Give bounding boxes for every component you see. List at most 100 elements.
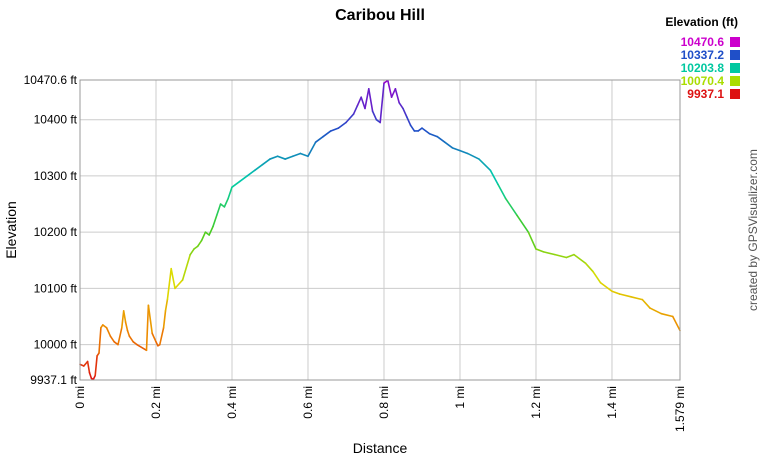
plot-frame [79,79,681,381]
elevation-segment [162,310,167,329]
legend-label: 10337.2 [681,48,725,62]
elevation-segment [147,304,153,335]
elevation-line [79,79,681,381]
elevation-segment [421,127,431,135]
elevation-segment [122,310,127,323]
elevation-segment [409,124,416,132]
elevation-segment [367,87,374,113]
elevation-segment [356,96,362,107]
elevation-segment [94,355,98,377]
legend: Elevation (ft) 10470.610337.210203.81007… [665,15,740,101]
elevation-segment [478,158,492,172]
elevation-segment [443,141,454,149]
elevation-segment [231,180,241,188]
elevation-segment [565,253,575,259]
elevation-segment [459,149,469,155]
elevation-segment [599,281,613,293]
elevation-segment [212,214,218,228]
elevation-segment [386,79,393,99]
x-tick-label: 1 mi [453,386,467,409]
elevation-segment [649,307,663,315]
elevation-segment [128,335,134,343]
elevation-segment [592,270,602,284]
elevation-segment [200,231,207,242]
elevation-segment [542,251,556,256]
elevation-segment [227,186,233,200]
elevation-segment [126,329,131,337]
x-tick-label: 0 mi [73,386,87,409]
y-tick-label: 9937.1 ft [30,373,77,387]
credit-text: created by GPSVisualizer.com [746,149,760,311]
elevation-segment [611,290,621,295]
y-tick-label: 10470.6 ft [24,73,78,87]
x-tick-label: 1.4 mi [605,386,619,419]
y-tick-labels: 9937.1 ft 10000 ft 10100 ft 10200 ft 10300 f… [24,73,78,387]
legend-title: Elevation (ft) [665,15,738,29]
elevation-segment [307,141,317,158]
elevation-segment [451,147,461,152]
elevation-segment [535,248,545,253]
elevation-segment [618,293,632,298]
legend-label: 10203.8 [681,61,725,75]
y-axis-label: Elevation [3,201,19,259]
grid-layer [79,79,681,381]
elevation-segment [158,326,165,346]
x-tick-label: 0.4 mi [225,386,239,419]
x-tick-label: 0.6 mi [301,386,315,419]
elevation-segment [246,169,256,177]
elevation-segment [215,203,222,217]
legend-label: 9937.1 [687,87,724,101]
x-tick-label: 0.2 mi [149,386,163,419]
elevation-segment [174,279,184,290]
y-tick-label: 10300 ft [34,169,78,183]
x-tick-label: 1.579 mi [673,386,687,432]
elevation-segment [164,298,169,312]
elevation-segment [181,253,191,281]
elevation-segment [398,102,404,110]
elevation-segment [364,87,370,110]
elevation-segment [352,104,359,115]
x-tick-label: 0.8 mi [377,386,391,419]
elevation-segment [360,96,366,110]
elevation-segment [208,225,214,236]
elevation-segment [489,169,499,186]
elevation-segment [253,163,264,172]
elevation-segment [261,158,271,166]
elevation-segment [345,113,355,124]
y-tick-label: 10400 ft [34,113,78,127]
elevation-segment [390,87,397,99]
elevation-segment [671,315,681,332]
elevation-segment [584,262,594,273]
elevation-segment [554,253,568,259]
elevation-segment [428,132,438,138]
chart-title: Caribou Hill [335,7,425,24]
elevation-segment [151,332,157,343]
elevation-segment [379,82,385,124]
y-tick-label: 10100 ft [34,281,78,295]
elevation-segment [497,183,507,200]
elevation-segment [196,239,203,248]
elevation-segment [291,152,302,158]
elevation-segment [189,248,195,256]
legend-swatch [730,76,740,86]
elevation-segment [136,343,148,352]
elevation-segment [269,155,279,160]
legend-label: 10070.4 [681,74,725,88]
elevation-segment [516,214,530,233]
elevation-segment [527,231,537,250]
elevation-segment [322,130,332,138]
elevation-segment [98,326,102,354]
elevation-segment [109,335,115,343]
elevation-segment [145,304,150,352]
elevation-segment [223,197,229,208]
elevation-segment [124,321,129,332]
elevation-segment [329,127,340,132]
elevation-segment [166,267,172,301]
elevation-segment [504,197,518,217]
elevation-segment [402,107,408,118]
elevation-segment [630,296,644,301]
legend-swatch [730,63,740,73]
elevation-segment [105,326,112,337]
y-tick-label: 10200 ft [34,225,78,239]
